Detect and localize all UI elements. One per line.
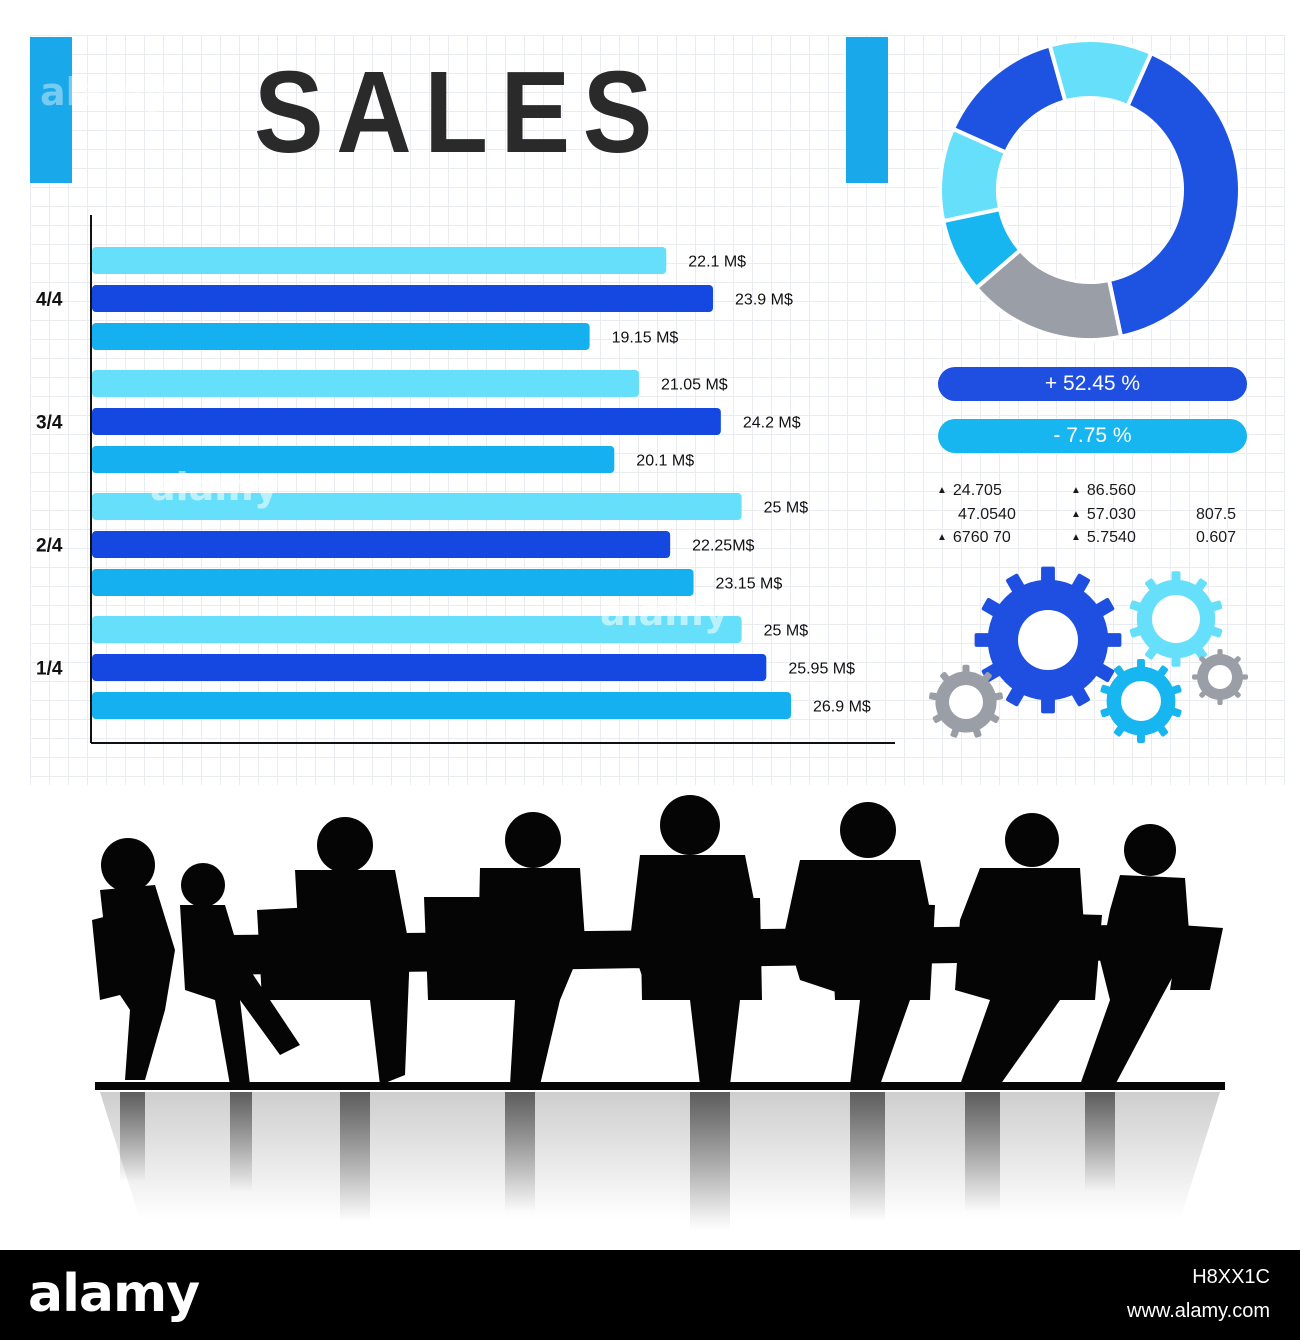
category-tick-label: 3/4 — [36, 413, 63, 434]
gear-icon — [974, 566, 1122, 714]
category-tick-label: 2/4 — [36, 536, 63, 557]
stat-row: 807.5 — [1196, 506, 1236, 524]
gear-tooth — [1171, 655, 1181, 667]
stat-row: 0.607 — [1196, 529, 1236, 547]
footer-logo: alamy — [28, 1264, 200, 1324]
silhouette-reflection — [100, 1092, 1220, 1232]
bar-value-label: 22.25M$ — [692, 538, 754, 555]
bar — [92, 569, 694, 596]
footer-bar: alamy H8XX1C www.alamy.com — [0, 1250, 1300, 1340]
gear-hole — [1018, 610, 1078, 670]
gear-tooth — [1137, 733, 1145, 743]
gear-hole — [949, 685, 983, 719]
stat-value: 57.030 — [1086, 506, 1136, 523]
silhouette-group — [92, 795, 1225, 1090]
up-triangle-icon: ▲ — [1071, 509, 1081, 520]
gear-icon — [1129, 571, 1223, 667]
bar-value-label: 21.05 M$ — [661, 377, 728, 394]
gear-tooth — [1041, 566, 1055, 584]
bar-value-label: 22.1 M$ — [688, 254, 746, 271]
increase-indicator: + 52.45 % — [938, 367, 1247, 401]
stat-row: ▲ 57.030 — [1071, 506, 1136, 524]
gear-icon — [928, 664, 1004, 738]
stat-value: 6760 70 — [952, 529, 1011, 546]
gear-tooth — [1137, 659, 1145, 669]
bar-value-label: 25.95 M$ — [788, 661, 855, 678]
bar — [92, 408, 721, 435]
image-id: H8XX1C — [1192, 1266, 1270, 1288]
donut-segment — [1047, 38, 1154, 109]
decrease-indicator-text: - 7.75 % — [1053, 424, 1132, 447]
right-accent-bar — [846, 37, 888, 183]
stat-value: 0.607 — [1196, 529, 1237, 546]
stat-row: ▲ 6760 70 — [937, 529, 1011, 547]
gear-tooth — [1041, 696, 1055, 714]
bar-value-label: 25 M$ — [764, 500, 809, 517]
bar — [92, 247, 667, 274]
bar-value-label: 19.15 M$ — [612, 330, 679, 347]
bar — [92, 531, 671, 558]
gear-tooth — [974, 633, 992, 647]
category-tick-label: 4/4 — [36, 290, 63, 311]
gear-tooth — [1104, 633, 1122, 647]
stat-row: ▲ 24.705 — [937, 482, 1002, 500]
decrease-indicator: - 7.75 % — [938, 419, 1247, 453]
bar — [92, 692, 791, 719]
bar — [92, 370, 639, 397]
bar-value-label: 20.1 M$ — [636, 453, 694, 470]
bar-value-label: 25 M$ — [764, 623, 809, 640]
gear-tooth — [1171, 571, 1181, 583]
stat-row: ▲ 5.7540 — [1071, 529, 1136, 547]
stat-value: 807.5 — [1196, 506, 1237, 523]
bar — [92, 616, 742, 643]
gear-hole — [1152, 595, 1200, 643]
donut-chart — [938, 38, 1242, 342]
stat-value: 86.560 — [1086, 482, 1136, 499]
left-accent-bar — [30, 37, 72, 183]
gear-tooth — [1217, 649, 1223, 656]
bar — [92, 323, 590, 350]
bar — [92, 285, 714, 312]
bar-value-label: 23.9 M$ — [735, 292, 793, 309]
stat-value: 5.7540 — [1086, 529, 1136, 546]
stat-row: ▲ 86.560 — [1071, 482, 1136, 500]
stat-value: 47.0540 — [958, 506, 1016, 523]
bar-value-label: 26.9 M$ — [813, 699, 871, 716]
bar-value-label: 24.2 M$ — [743, 415, 801, 432]
footer-url: www.alamy.com — [1127, 1300, 1270, 1322]
bar — [92, 654, 767, 681]
category-tick-label: 1/4 — [36, 659, 63, 680]
bar — [92, 446, 615, 473]
stat-row: 47.0540 — [958, 506, 1016, 524]
gear-tooth — [1241, 674, 1248, 680]
stat-value: 24.705 — [952, 482, 1002, 499]
gear-hole — [1208, 665, 1232, 689]
up-triangle-icon: ▲ — [937, 485, 947, 496]
bar-chart: 22.1 M$ 23.9 M$ 19.15 M$ 4/4 21.05 M$ 24.2 M$… — [36, 215, 895, 744]
gear-tooth — [1192, 674, 1199, 680]
gear-tooth — [1217, 698, 1223, 705]
bar-value-label: 23.15 M$ — [716, 576, 783, 593]
up-triangle-icon: ▲ — [1071, 532, 1081, 543]
gears-illustration — [928, 566, 1248, 743]
increase-indicator-text: + 52.45 % — [1044, 372, 1141, 395]
gear-icon — [1192, 649, 1248, 705]
donut-segment — [1106, 50, 1242, 340]
up-triangle-icon: ▲ — [1071, 485, 1081, 496]
gear-hole — [1121, 681, 1161, 721]
meeting-silhouette-illustration — [92, 795, 1225, 1232]
bar — [92, 493, 742, 520]
up-triangle-icon: ▲ — [937, 532, 947, 543]
page-title: SALES — [253, 47, 666, 177]
gear-tooth — [962, 664, 970, 674]
gear-icon — [1100, 659, 1182, 743]
